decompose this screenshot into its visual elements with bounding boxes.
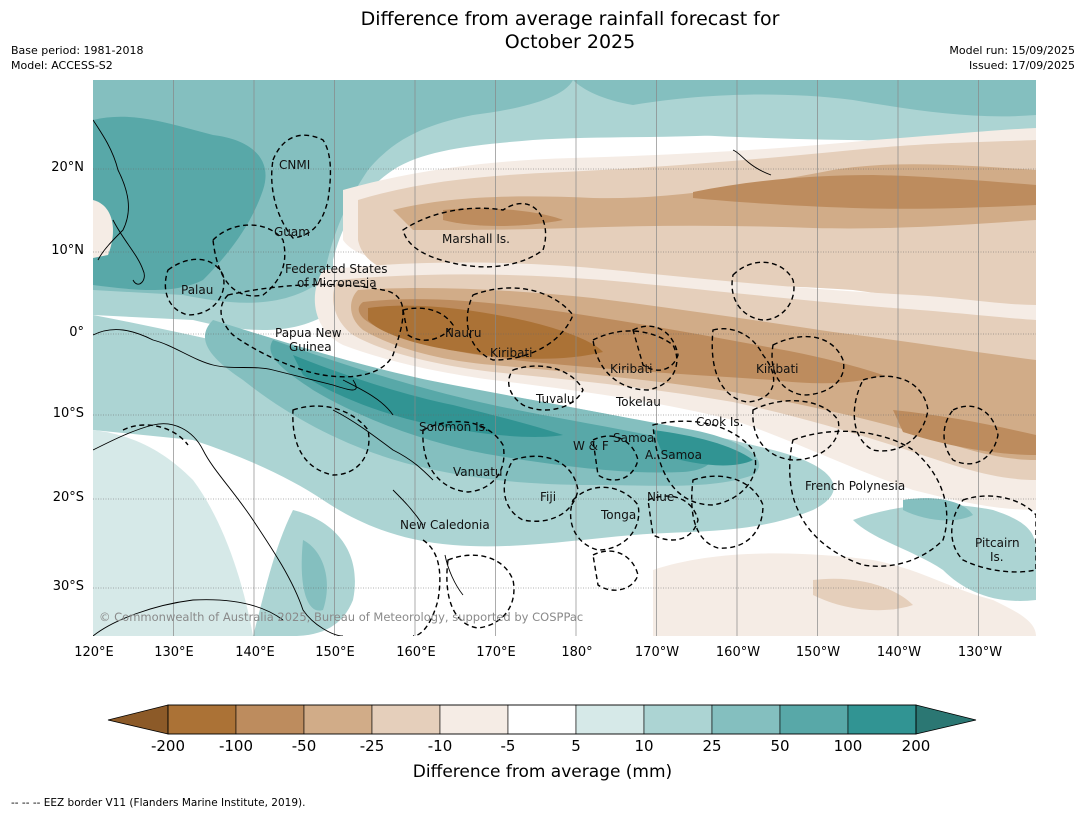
label-marshall: Marshall Is. [442,232,510,246]
label-american-samoa: A. Samoa [645,448,702,462]
label-samoa: Samoa [613,431,654,445]
label-palau: Palau [181,283,213,297]
colorbar-bin [779,704,849,735]
colorbar-tick: 50 [770,737,790,755]
colorbar-bin [235,704,305,735]
colorbar-bin [711,704,781,735]
latitude-lines [93,168,1036,589]
x-tick: 180° [561,645,593,660]
x-tick: 130°E [154,645,194,660]
dry-anomaly-layer [93,128,1036,636]
label-fiji: Fiji [540,490,556,504]
label-wallis-futuna: W & F [573,439,609,453]
place-labels: CNMI Guam Marshall Is. Federated States … [181,158,1020,564]
colorbar-tick: 200 [901,737,931,755]
colorbar-over-arrow [915,704,977,735]
y-tick: 10°N [51,243,84,258]
coastlines [93,119,772,636]
x-tick: 160°W [715,645,761,660]
x-tick: 150°W [795,645,841,660]
label-vanuatu: Vanuatu [453,465,503,479]
x-tick: 170°E [476,645,516,660]
x-tick: 150°E [315,645,355,660]
model-text: Model: ACCESS-S2 [11,59,113,72]
colorbar-under-arrow [107,704,169,735]
base-period-text: Base period: 1981-2018 [11,44,144,57]
colorbar-bins [167,704,917,735]
colorbar [107,704,977,735]
colorbar-outline [167,704,917,735]
colorbar-label: Difference from average (mm) [412,762,673,782]
y-tick: 30°S [52,579,84,594]
eez-border-note: -- -- -- EEZ border V11 (Flanders Marine… [11,797,306,809]
title-line-1: Difference from average rainfall forecas… [360,8,780,30]
label-fsm-1: Federated States [285,262,387,276]
issued-text: Issued: 17/09/2025 [968,59,1075,72]
x-tick: 140°W [876,645,922,660]
label-pitcairn-2: Is. [990,550,1004,564]
label-kiribati-east: Kiribati [756,362,798,376]
eez-borders [122,134,1036,636]
label-fsm-2: of Micronesia [297,276,377,290]
meta-left: Base period: 1981-2018 Model: ACCESS-S2 [11,43,143,73]
colorbar-tick: -100 [218,737,254,755]
colorbar-tick: 25 [702,737,722,755]
label-tonga: Tonga [600,508,636,522]
colorbar-tick: 100 [833,737,863,755]
colorbar-tick: -10 [427,737,453,755]
colorbar-tick: -5 [500,737,516,755]
label-cnmi: CNMI [279,158,310,172]
label-kiribati-west: Kiribati [490,346,532,360]
x-tick: 120°E [74,645,114,660]
meta-right: Model run: 15/09/2025 Issued: 17/09/2025 [949,43,1075,73]
label-png-1: Papua New [275,326,342,340]
label-pitcairn-1: Pitcairn [975,536,1020,550]
colorbar-tick: -200 [150,737,186,755]
y-tick: 20°N [51,160,84,175]
label-solomon: Solomon Is. [419,420,489,434]
colorbar-bin [643,704,713,735]
label-nauru: Nauru [445,326,481,340]
label-french-polynesia: French Polynesia [805,479,905,493]
copyright-text: © Commonwealth of Australia 2025, Bureau… [99,610,583,624]
colorbar-bin [167,704,237,735]
label-png-2: Guinea [289,340,332,354]
label-new-caledonia: New Caledonia [400,518,490,532]
title-line-2: October 2025 [504,31,636,53]
label-niue: Niue [647,490,674,504]
label-guam: Guam [274,225,310,239]
colorbar-bin [303,704,373,735]
model-run-text: Model run: 15/09/2025 [949,44,1075,57]
graticule [173,80,979,636]
colorbar-tick: -25 [359,737,385,755]
colorbar-bin [507,704,577,735]
colorbar-tick: -50 [291,737,317,755]
page-title: Difference from average rainfall forecas… [0,8,1085,54]
colorbar-tick: 10 [634,737,654,755]
label-cook: Cook Is. [696,415,743,429]
rainfall-anomaly-map: CNMI Guam Marshall Is. Federated States … [93,80,1036,636]
y-tick: 20°S [52,490,84,505]
label-tokelau: Tokelau [615,395,661,409]
y-tick: 0° [69,325,84,340]
x-tick: 170°W [634,645,680,660]
x-tick: 130°W [957,645,1003,660]
colorbar-bin [371,704,441,735]
label-tuvalu: Tuvalu [535,392,575,406]
y-tick: 10°S [52,406,84,421]
colorbar-bin [575,704,645,735]
x-tick: 160°E [396,645,436,660]
label-kiribati-central: Kiribati [610,362,652,376]
colorbar-bin [439,704,509,735]
colorbar-bin [847,704,917,735]
colorbar-tick: 5 [571,737,581,755]
x-tick: 140°E [235,645,275,660]
